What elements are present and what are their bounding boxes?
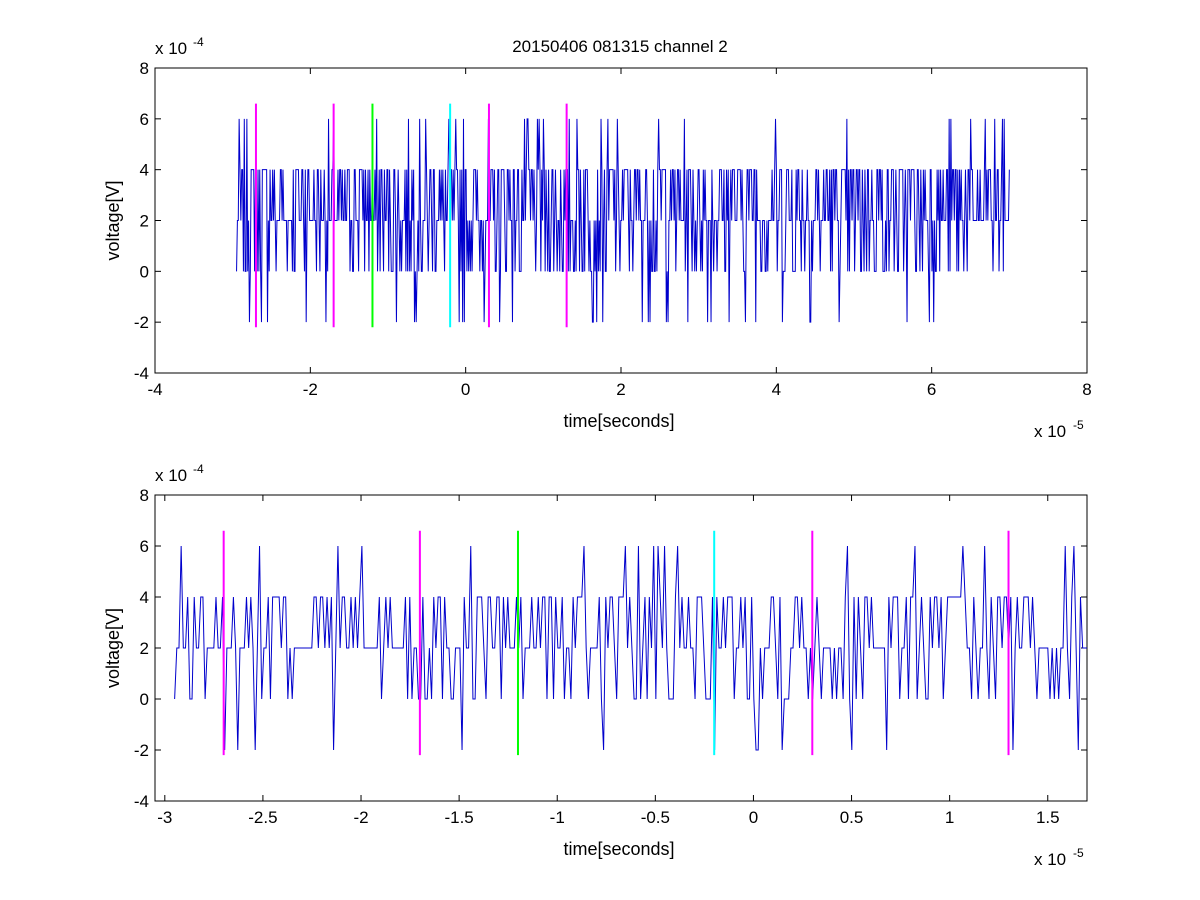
- y-tick-label: -2: [134, 741, 149, 760]
- y-exponent-label: x 10: [155, 466, 187, 485]
- x-tick-label: -1.5: [444, 808, 473, 827]
- y-tick-label: 4: [140, 161, 149, 180]
- x-tick-label: -3: [157, 808, 172, 827]
- y-exponent-power: -4: [193, 35, 204, 49]
- x-tick-label: 0: [749, 808, 758, 827]
- y-tick-label: -4: [134, 364, 149, 383]
- y-tick-label: -4: [134, 792, 149, 811]
- y-tick-label: -2: [134, 313, 149, 332]
- y-exponent-label: x 10: [155, 39, 187, 58]
- signal-trace: [174, 545, 1087, 751]
- y-tick-label: 6: [140, 537, 149, 556]
- x-exponent-power: -5: [1073, 418, 1084, 432]
- x-tick-label: 2: [616, 380, 625, 399]
- x-tick-label: 0: [461, 380, 470, 399]
- x-axis-label: time[seconds]: [563, 839, 674, 859]
- y-axis-label: voltage[V]: [103, 180, 123, 260]
- y-axis-label: voltage[V]: [103, 608, 123, 688]
- x-tick-label: -0.5: [641, 808, 670, 827]
- x-tick-label: 4: [772, 380, 781, 399]
- x-tick-label: 6: [927, 380, 936, 399]
- x-tick-label: -2.5: [248, 808, 277, 827]
- figure-title: 20150406 081315 channel 2: [512, 37, 728, 56]
- x-tick-label: -4: [147, 380, 162, 399]
- signal-trace: [236, 118, 1010, 323]
- x-tick-label: 1.5: [1036, 808, 1060, 827]
- x-exponent-power: -5: [1073, 846, 1084, 860]
- x-tick-label: 1: [945, 808, 954, 827]
- y-tick-label: 0: [140, 262, 149, 281]
- x-tick-label: -2: [303, 380, 318, 399]
- x-axis-label: time[seconds]: [563, 411, 674, 431]
- y-tick-label: 8: [140, 486, 149, 505]
- y-tick-label: 4: [140, 588, 149, 607]
- y-tick-label: 2: [140, 212, 149, 231]
- x-tick-label: 8: [1082, 380, 1091, 399]
- y-tick-label: 0: [140, 690, 149, 709]
- y-exponent-power: -4: [193, 462, 204, 476]
- x-tick-label: -2: [353, 808, 368, 827]
- x-exponent-label: x 10: [1034, 850, 1066, 869]
- y-tick-label: 8: [140, 59, 149, 78]
- x-exponent-label: x 10: [1034, 422, 1066, 441]
- y-tick-label: 6: [140, 110, 149, 129]
- subplot-top: -4 -2 0 2 4 6 8 -4 -2 0 2 4 6 8 time[seconds] voltage[V…: [103, 35, 1092, 441]
- y-tick-label: 2: [140, 639, 149, 658]
- x-tick-label: -1: [550, 808, 565, 827]
- subplot-bottom: -3 -2.5 -2 -1.5 -1 -0.5 0 0.5 1 1.5 -4 -2 0 2 4 6 8 time[…: [103, 462, 1088, 869]
- x-tick-label: 0.5: [840, 808, 864, 827]
